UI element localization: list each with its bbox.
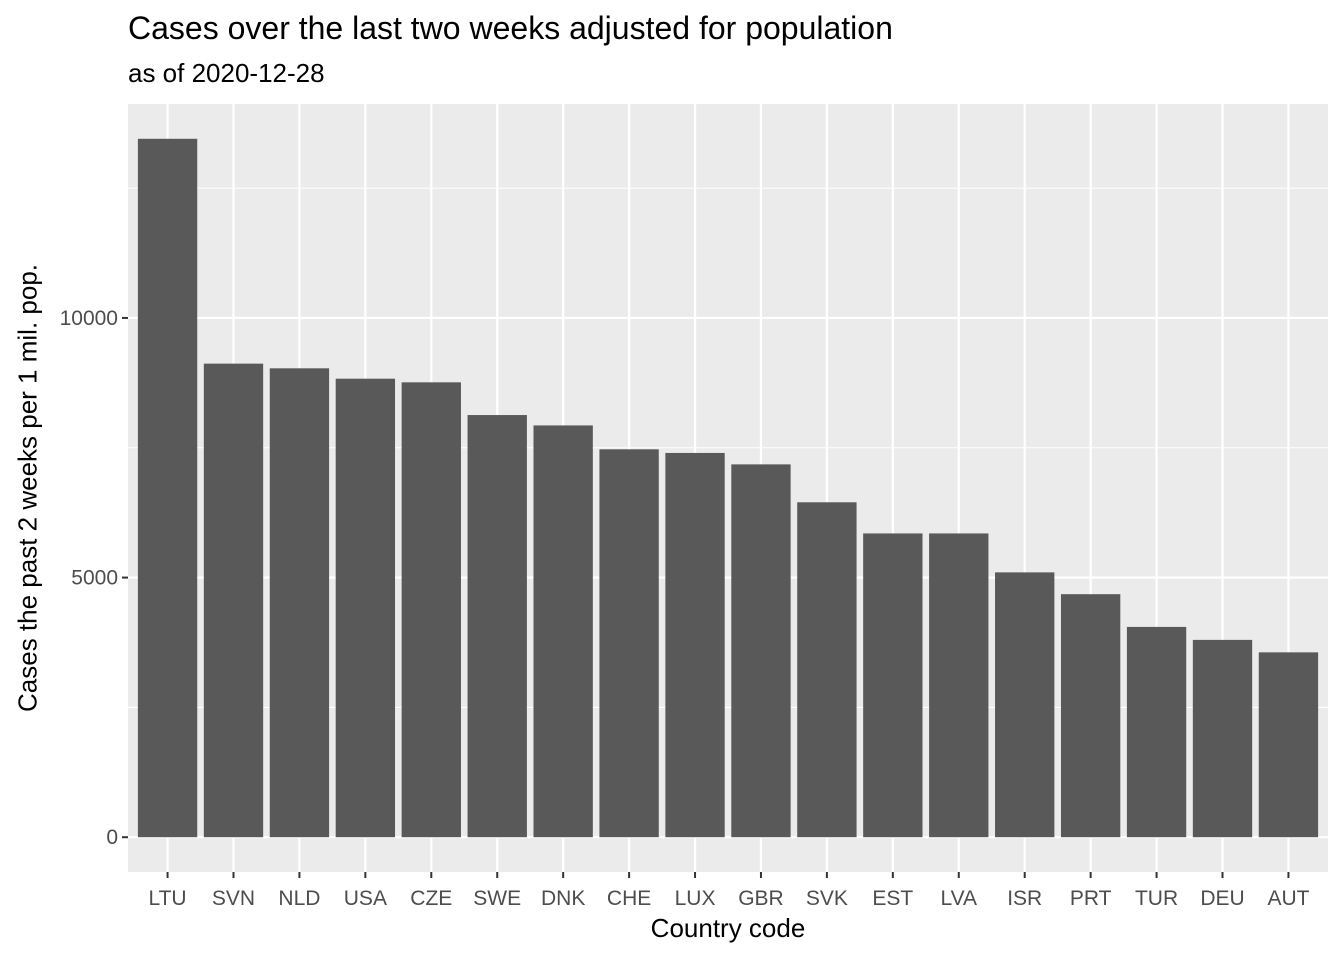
bar-usa [335,378,396,838]
bar-prt [1060,594,1121,838]
x-tick-label: LUX [675,887,716,910]
chart-subtitle: as of 2020-12-28 [128,58,325,88]
bar-dnk [533,425,593,838]
x-tick-label: LVA [940,887,977,910]
x-tick-label: NLD [278,887,320,910]
bar-lva [929,533,989,838]
y-tick-label: 0 [106,826,118,849]
bar-swe [467,415,527,838]
y-tick-label: 10000 [60,307,118,330]
bar-tur [1126,626,1187,838]
bar-gbr [731,464,791,838]
bar-deu [1192,639,1253,838]
x-tick-label: AUT [1267,887,1309,910]
x-tick-label: SWE [473,887,521,910]
x-tick-label: LTU [148,887,186,910]
x-tick-label: USA [344,887,387,910]
x-tick-label: CHE [607,887,651,910]
bar-ltu [137,138,198,838]
bar-che [599,449,659,838]
x-axis-label: Country code [650,913,806,943]
bar-svn [203,363,264,838]
x-tick-label: ISR [1007,887,1042,910]
x-tick-label: TUR [1135,887,1178,910]
x-tick-label: SVK [806,887,848,910]
x-tick-label: SVN [212,887,255,910]
bar-isr [995,572,1055,838]
x-tick-label: DNK [541,887,585,910]
x-tick-label: PRT [1070,887,1112,910]
y-tick-label: 5000 [71,567,118,590]
chart-title: Cases over the last two weeks adjusted f… [128,10,893,46]
x-tick-label: CZE [410,887,452,910]
y-axis-label: Cases the past 2 weeks per 1 mil. pop. [12,263,43,713]
bar-est [863,533,923,838]
x-tick-label: GBR [738,887,784,910]
bar-cze [401,382,461,838]
bar-svk [797,502,857,838]
bar-nld [269,368,330,838]
x-tick-label: DEU [1200,887,1244,910]
bar-lux [665,452,725,838]
x-tick-label: EST [872,887,913,910]
bar-aut [1258,652,1319,838]
